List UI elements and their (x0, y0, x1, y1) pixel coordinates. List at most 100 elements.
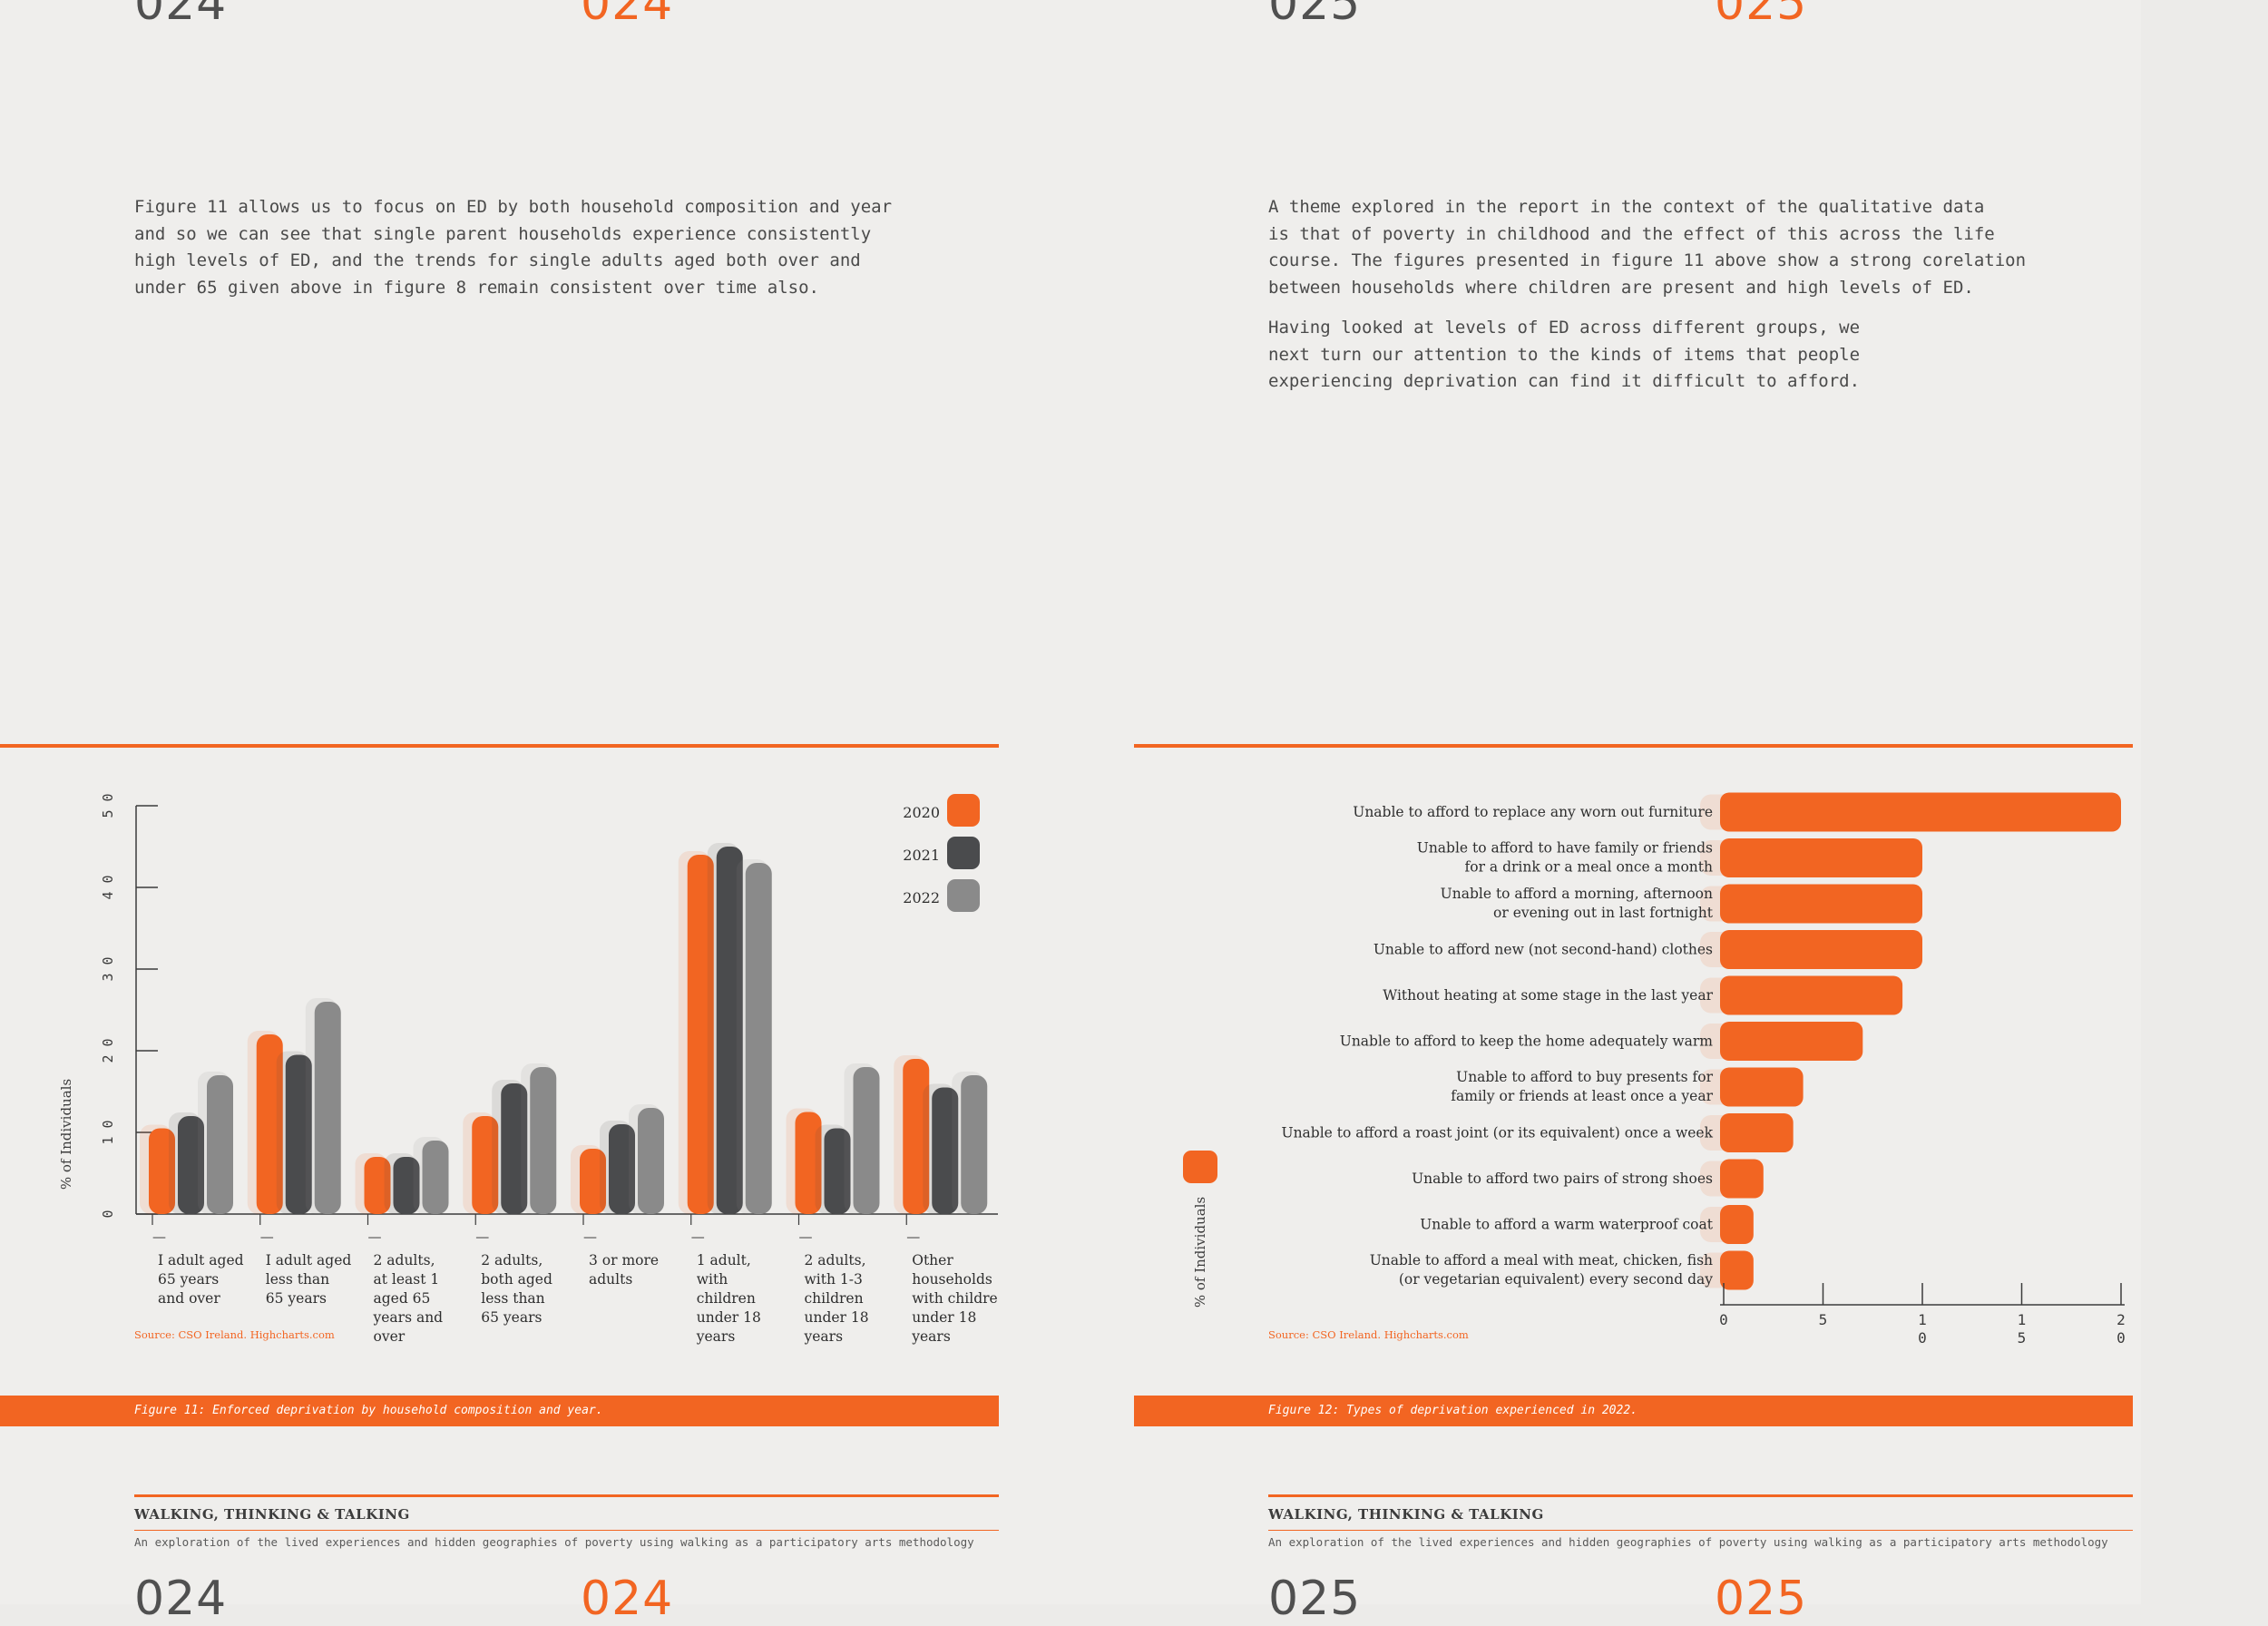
category-label: 65 years (266, 1290, 327, 1307)
x-tick-label: 0 (2116, 1329, 2126, 1347)
category-label: 3 or more (589, 1252, 659, 1268)
category-label: households (912, 1271, 992, 1288)
category-dash: — (691, 1229, 705, 1245)
figure11-caption-bar: Figure 11: Enforced deprivation by house… (0, 1396, 999, 1426)
category-label: Unable to afford a roast joint (or its e… (1282, 1125, 1714, 1141)
category-label: Unable to afford a warm waterproof coat (1420, 1217, 1714, 1233)
category-label: under 18 (805, 1309, 869, 1326)
left-body-text: Figure 11 allows us to focus on ED by bo… (134, 197, 893, 298)
legend-label-2020: 2020 (903, 804, 940, 821)
category-dash: — (583, 1229, 597, 1245)
legend-swatch-2021 (947, 837, 980, 869)
x-tick-label: 5 (2018, 1329, 2027, 1347)
category-label: Unable to afford to have family or frien… (1417, 840, 1713, 857)
category-label: and over (158, 1290, 220, 1307)
bar (1720, 884, 1922, 924)
bar-2021 (393, 1157, 420, 1214)
category-label: 2 adults, (805, 1252, 866, 1268)
legend-swatch-2022 (947, 879, 980, 912)
category-label: years (804, 1328, 844, 1345)
x-tick-label: 1 (1918, 1311, 1927, 1328)
category-label: children (805, 1290, 864, 1307)
figure12-legend-swatch (1183, 1151, 1217, 1183)
y-tick-label: 1 0 (100, 1120, 116, 1144)
category-label: for a drink or a meal once a month (1465, 859, 1714, 876)
bar-2022 (422, 1141, 449, 1214)
bar-2020 (256, 1034, 283, 1214)
left-footer-rule (134, 1494, 999, 1497)
figure12-bars (1700, 792, 2121, 1290)
category-label: 65 years (481, 1309, 542, 1326)
bar-2020 (364, 1157, 391, 1214)
y-tick-label: 5 0 (100, 793, 116, 818)
x-tick-label: 0 (1719, 1311, 1728, 1328)
bar (1720, 1067, 1804, 1107)
bar-2021 (285, 1054, 312, 1214)
bar-2021 (501, 1083, 528, 1214)
bar-2021 (824, 1128, 851, 1214)
page-number-top-right: 025 (1268, 0, 1362, 31)
page-number-bottom-left-orange: 024 (581, 1572, 674, 1626)
y-tick-label: 2 0 (100, 1038, 116, 1063)
bar-2022 (638, 1108, 664, 1214)
figure12-category-labels: Unable to afford to replace any worn out… (1282, 804, 1714, 1288)
bar (1720, 1022, 1863, 1061)
figure11-y-axis-label: % of Individuals (58, 1079, 74, 1190)
category-label: I adult aged (158, 1252, 244, 1268)
figure11-bar-chart: 0 1 0 2 0 3 0 4 0 5 0 — I adult aged 65 years an… (58, 793, 998, 1345)
bar-2021 (932, 1087, 959, 1214)
bar-2022 (530, 1067, 557, 1214)
figure12-source: Source: CSO Ireland. Highcharts.com (1268, 1328, 1469, 1341)
figure12-bar-chart: Unable to afford to replace any worn out… (1183, 792, 2126, 1347)
right-footer-title: WALKING, THINKING & TALKING (1268, 1506, 1544, 1523)
bar (1720, 838, 1922, 877)
bar (1720, 930, 1922, 969)
category-label: Without heating at some stage in the las… (1383, 987, 1713, 1004)
category-label: years (696, 1328, 736, 1345)
category-label: 2 adults, (481, 1252, 543, 1268)
figure11-source: Source: CSO Ireland. Highcharts.com (134, 1328, 335, 1341)
bar-2022 (853, 1067, 880, 1214)
bar (1720, 1159, 1764, 1199)
left-footer-subtitle: An exploration of the lived experiences … (134, 1535, 974, 1549)
legend-label-2021: 2021 (903, 847, 940, 864)
y-tick-label: 4 0 (100, 875, 116, 899)
category-label: at least 1 (374, 1271, 440, 1288)
figure12-caption-bar: Figure 12: Types of deprivation experien… (1134, 1396, 2133, 1426)
bar-2020 (795, 1112, 822, 1214)
category-dash: — (906, 1229, 920, 1245)
right-body-text-2: Having looked at levels of ED across dif… (1268, 318, 1861, 391)
category-label: both aged (481, 1271, 552, 1288)
page-number-bottom-right: 025 (1268, 1572, 1362, 1626)
figure12-y-axis-label: % of Individuals (1192, 1197, 1208, 1308)
bar-2021 (609, 1124, 635, 1214)
category-label: Unable to afford to keep the home adequa… (1340, 1033, 1714, 1050)
bar-2022 (314, 1002, 341, 1214)
category-label: years and (373, 1309, 444, 1326)
figure12-top-rule (1134, 744, 2133, 748)
category-label: less than (481, 1290, 544, 1307)
category-label: Unable to afford new (not second-hand) c… (1374, 942, 1713, 958)
x-tick-label: 0 (1918, 1329, 1927, 1347)
page-number-top-right-orange: 025 (1715, 0, 1808, 31)
page-number-bottom-left: 024 (134, 1572, 228, 1626)
category-label: or evening out in last fortnight (1493, 905, 1714, 921)
bar (1720, 975, 1903, 1015)
category-label: children (697, 1290, 756, 1307)
right-body-text-1: A theme explored in the report in the co… (1268, 197, 2027, 298)
category-label: 1 adult, (697, 1252, 751, 1268)
category-dash: — (152, 1229, 166, 1245)
legend-swatch-2020 (947, 794, 980, 827)
right-footer-rule (1268, 1494, 2133, 1497)
category-label: under 18 (912, 1309, 976, 1326)
category-label: less than (266, 1271, 329, 1288)
figure11-bars (140, 843, 988, 1214)
left-footer-rule-thin (134, 1530, 999, 1531)
page-number-top-left-orange: 024 (581, 0, 674, 31)
category-label: Unable to afford two pairs of strong sho… (1412, 1171, 1713, 1187)
category-label: Unable to afford to buy presents for (1456, 1069, 1713, 1085)
x-tick-label: 5 (1819, 1311, 1828, 1328)
category-label: (or vegetarian equivalent) every second … (1399, 1271, 1713, 1288)
x-tick-label: 2 (2116, 1311, 2126, 1328)
